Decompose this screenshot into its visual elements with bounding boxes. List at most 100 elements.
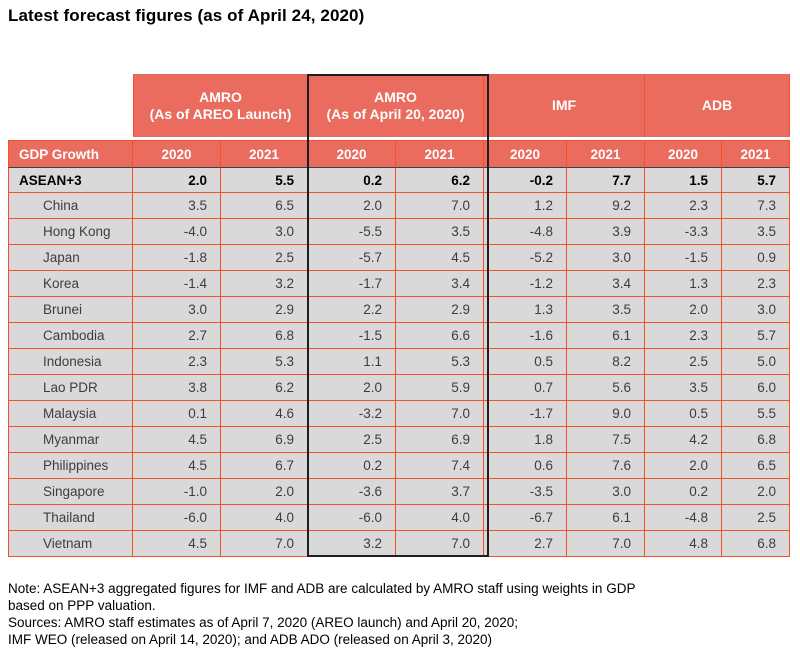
value-cell: -1.7 — [484, 401, 568, 427]
value-cell: 3.0 — [722, 297, 791, 323]
value-cell: -1.4 — [133, 271, 221, 297]
value-cell: 4.5 — [396, 245, 485, 271]
value-cell: 0.6 — [484, 453, 568, 479]
value-cell: 8.2 — [567, 349, 646, 375]
table-row: Singapore -1.0 2.0 -3.6 3.7 -3.5 3.0 0.2 2.0 — [8, 479, 791, 505]
row-label: Cambodia — [8, 323, 133, 349]
value-cell: 6.8 — [722, 531, 791, 557]
value-cell: 4.6 — [221, 401, 308, 427]
value-cell: 6.8 — [722, 427, 791, 453]
year-header-amro-areo-2021: 2021 — [221, 140, 308, 167]
group-header-imf: IMF — [484, 74, 646, 137]
group-header-line1: AMRO — [199, 88, 242, 105]
value-cell: 3.0 — [221, 219, 308, 245]
value-cell: 7.6 — [567, 453, 646, 479]
value-cell: 5.7 — [722, 323, 791, 349]
year-header-adb-2021: 2021 — [722, 140, 791, 167]
value-cell: 7.5 — [567, 427, 646, 453]
value-cell: 6.9 — [396, 427, 485, 453]
value-cell: 3.5 — [133, 193, 221, 219]
value-cell: 6.2 — [221, 375, 308, 401]
note-line: IMF WEO (released on April 14, 2020); an… — [8, 632, 492, 647]
gdp-forecast-table: AMRO (As of AREO Launch) AMRO (As of April … — [8, 74, 791, 557]
value-cell: 6.1 — [567, 323, 646, 349]
value-cell: -3.5 — [484, 479, 568, 505]
value-cell: -1.2 — [484, 271, 568, 297]
value-cell: 6.2 — [396, 167, 485, 193]
value-cell: 0.1 — [133, 401, 221, 427]
value-cell: 3.0 — [567, 245, 646, 271]
value-cell: 2.0 — [645, 453, 723, 479]
page-title: Latest forecast figures (as of April 24,… — [8, 6, 365, 25]
value-cell: 1.3 — [645, 271, 723, 297]
header-blank-cell — [8, 74, 133, 137]
row-header-gdp-growth: GDP Growth — [8, 140, 133, 167]
value-cell: 3.4 — [396, 271, 485, 297]
note-line: Note: ASEAN+3 aggregated figures for IMF… — [8, 581, 636, 596]
table-body: ASEAN+3 2.0 5.5 0.2 6.2 -0.2 7.7 1.5 5.7 China 3.5… — [8, 167, 791, 557]
value-cell: 3.8 — [133, 375, 221, 401]
value-cell: -1.7 — [308, 271, 396, 297]
value-cell: 7.4 — [396, 453, 485, 479]
table-row: Cambodia 2.7 6.8 -1.5 6.6 -1.6 6.1 2.3 5.7 — [8, 323, 791, 349]
value-cell: 0.9 — [722, 245, 791, 271]
value-cell: 4.5 — [133, 531, 221, 557]
value-cell: -6.7 — [484, 505, 568, 531]
value-cell: 3.0 — [133, 297, 221, 323]
value-cell: -4.0 — [133, 219, 221, 245]
value-cell: 3.5 — [645, 375, 723, 401]
table-header: AMRO (As of AREO Launch) AMRO (As of April … — [8, 74, 791, 167]
value-cell: 6.6 — [396, 323, 485, 349]
value-cell: 0.2 — [308, 167, 396, 193]
value-cell: 2.9 — [221, 297, 308, 323]
value-cell: 6.7 — [221, 453, 308, 479]
header-gap — [8, 137, 791, 140]
value-cell: 3.5 — [722, 219, 791, 245]
value-cell: 1.1 — [308, 349, 396, 375]
value-cell: 2.0 — [308, 375, 396, 401]
value-cell: 1.3 — [484, 297, 568, 323]
value-cell: 4.8 — [645, 531, 723, 557]
value-cell: -4.8 — [484, 219, 568, 245]
value-cell: 3.2 — [221, 271, 308, 297]
value-cell: 3.7 — [396, 479, 485, 505]
value-cell: -1.5 — [308, 323, 396, 349]
table-row: Hong Kong -4.0 3.0 -5.5 3.5 -4.8 3.9 -3.3 3.5 — [8, 219, 791, 245]
group-header-line2: (As of AREO Launch) — [149, 105, 292, 122]
group-header-line1: ADB — [701, 97, 733, 113]
table-row: Lao PDR 3.8 6.2 2.0 5.9 0.7 5.6 3.5 6.0 — [8, 375, 791, 401]
footnotes: Note: ASEAN+3 aggregated figures for IMF… — [8, 580, 792, 648]
value-cell: 5.7 — [722, 167, 791, 193]
value-cell: 1.5 — [645, 167, 723, 193]
value-cell: 4.5 — [133, 427, 221, 453]
table-row: Indonesia 2.3 5.3 1.1 5.3 0.5 8.2 2.5 5.0 — [8, 349, 791, 375]
value-cell: 4.0 — [221, 505, 308, 531]
value-cell: 7.0 — [221, 531, 308, 557]
value-cell: 3.0 — [567, 479, 646, 505]
value-cell: 5.0 — [722, 349, 791, 375]
table-row: Myanmar 4.5 6.9 2.5 6.9 1.8 7.5 4.2 6.8 — [8, 427, 791, 453]
value-cell: -5.2 — [484, 245, 568, 271]
value-cell: -6.0 — [308, 505, 396, 531]
group-header-amro-areo: AMRO (As of AREO Launch) — [133, 74, 308, 137]
row-label: Korea — [8, 271, 133, 297]
row-label: Vietnam — [8, 531, 133, 557]
group-header-amro-apr20: AMRO (As of April 20, 2020) — [308, 74, 485, 137]
table-row: Japan -1.8 2.5 -5.7 4.5 -5.2 3.0 -1.5 0.9 — [8, 245, 791, 271]
value-cell: -3.2 — [308, 401, 396, 427]
year-header-imf-2020: 2020 — [484, 140, 568, 167]
value-cell: 6.5 — [221, 193, 308, 219]
table-row: China 3.5 6.5 2.0 7.0 1.2 9.2 2.3 7.3 — [8, 193, 791, 219]
value-cell: 2.3 — [645, 323, 723, 349]
value-cell: 7.3 — [722, 193, 791, 219]
value-cell: -1.5 — [645, 245, 723, 271]
value-cell: 1.8 — [484, 427, 568, 453]
value-cell: 7.0 — [396, 193, 485, 219]
value-cell: 0.5 — [645, 401, 723, 427]
value-cell: 2.0 — [133, 167, 221, 193]
forecast-table: AMRO (As of AREO Launch) AMRO (As of April … — [8, 74, 791, 557]
table-row: Korea -1.4 3.2 -1.7 3.4 -1.2 3.4 1.3 2.3 — [8, 271, 791, 297]
table-row: Philippines 4.5 6.7 0.2 7.4 0.6 7.6 2.0 6.5 — [8, 453, 791, 479]
value-cell: 6.9 — [221, 427, 308, 453]
value-cell: 5.5 — [722, 401, 791, 427]
